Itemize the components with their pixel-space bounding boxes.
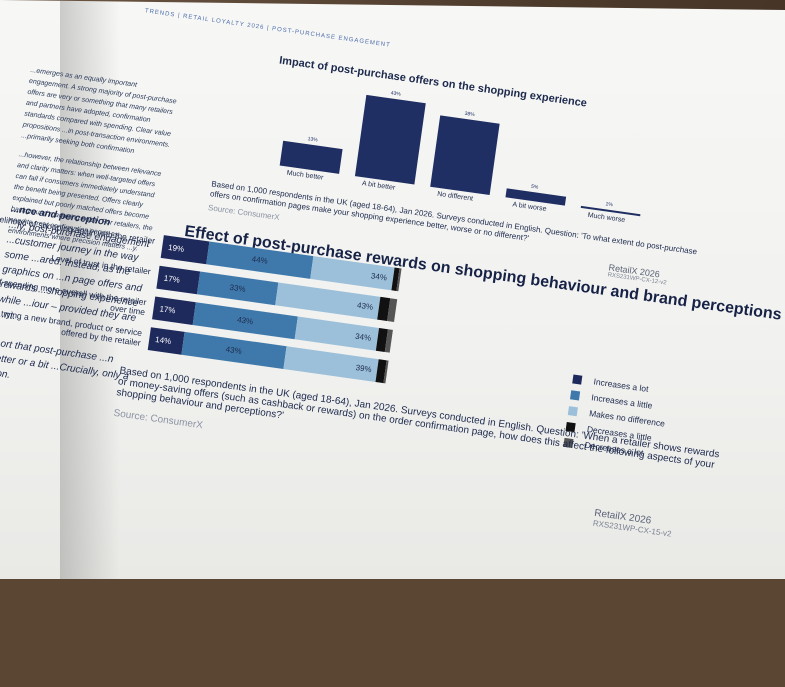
chart2-title: Effect of post-purchase rewards on shopp… — [183, 223, 783, 324]
intro-paragraph: ...emerges as an equally important engag… — [20, 66, 177, 156]
chart2-bar-segment: 43% — [275, 282, 381, 320]
chart1-value-label: 38% — [464, 110, 476, 118]
chart2-value-label: 34% — [354, 331, 372, 343]
chart2-bar-segment: 39% — [283, 346, 380, 383]
chart2-value-label: 34% — [370, 271, 388, 283]
chart2-logo: RetailX 2026 RXS231WP-CX-15-v2 — [592, 508, 673, 539]
chart1-value-label: 13% — [307, 136, 318, 144]
chart2-value-label: 43% — [236, 315, 254, 327]
chart2-bar-segment: 43% — [180, 331, 287, 370]
chart2-legend-label: Increases a lot — [593, 376, 650, 394]
chart1-bar — [354, 95, 426, 185]
chart2-legend-swatch — [572, 373, 583, 385]
chart2-value-label: 17% — [158, 304, 177, 316]
chart2-bar-segment: 43% — [192, 302, 298, 340]
chart1-value-label: 5% — [530, 183, 539, 191]
chart1-category-label: A bit better — [361, 180, 396, 192]
chart1-title: Impact of post-purchase offers on the sh… — [278, 54, 588, 110]
chart2-value-label: 39% — [355, 363, 373, 375]
chart2-value-label: 44% — [251, 254, 269, 266]
chart2-bar-segment: 33% — [196, 271, 279, 306]
chart1-category-label: Much better — [286, 169, 324, 182]
chart2-value-label: 19% — [167, 242, 185, 255]
chart2-value-label: 14% — [154, 334, 172, 347]
chart2-bar-segment: 19% — [160, 235, 210, 265]
chart1-category-label: No different — [436, 190, 474, 203]
chart2-bar-segment: 34% — [294, 316, 379, 351]
chart2-value-label: 17% — [163, 273, 181, 285]
chart1-category-label: A bit worse — [511, 201, 547, 214]
chart2-value-label: 43% — [356, 300, 374, 312]
chart2-value-label: 43% — [225, 344, 243, 357]
running-header: Trends | Retail Loyalty 2026 | Post-purc… — [144, 8, 392, 49]
chart1-value-label: 1% — [605, 201, 614, 209]
chart1-value-label: 43% — [390, 90, 402, 98]
chart2-legend-label: Increases a little — [590, 392, 653, 411]
chart2-value-label: 33% — [229, 282, 247, 294]
chart1-bar — [430, 115, 500, 196]
chart2-legend-swatch — [567, 405, 578, 416]
chart2-source: Source: ConsumerX — [112, 407, 204, 432]
chart2-bar-segment: 17% — [152, 296, 196, 325]
chart1-category-label: Much worse — [587, 211, 626, 225]
report-page: Trends | Retail Loyalty 2026 | Post-purc… — [0, 0, 785, 579]
chart2-bar-segment: 17% — [156, 265, 200, 295]
page-gutter-shadow — [60, 0, 120, 579]
chart2-bar-segment: 14% — [147, 327, 185, 355]
chart2-legend-swatch — [570, 389, 581, 400]
